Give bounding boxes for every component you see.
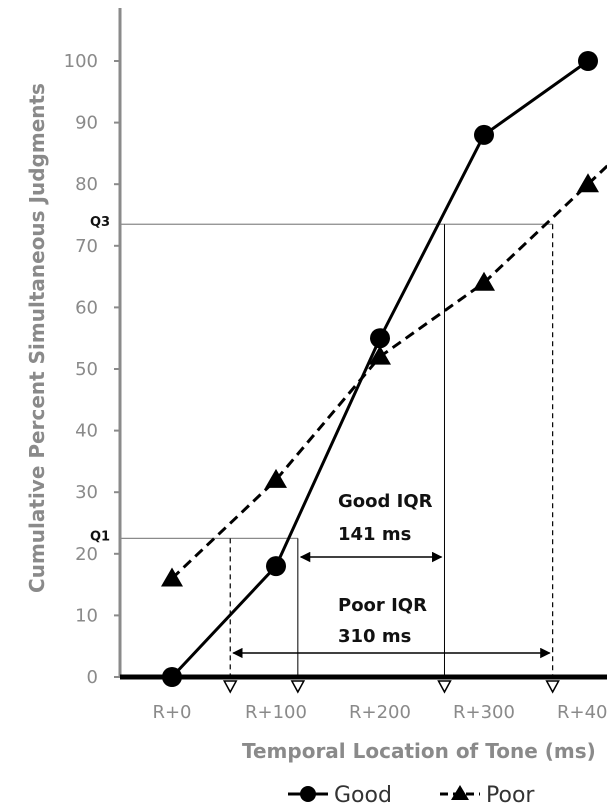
data-point-good — [162, 667, 182, 687]
data-point-poor — [577, 173, 599, 193]
y-tick-label: 100 — [64, 51, 98, 72]
x-tick-label: R+400 — [557, 702, 607, 723]
y-tick-label: 50 — [75, 359, 98, 380]
x-tick-label: R+300 — [453, 702, 515, 723]
y-tick-label: 60 — [75, 297, 98, 318]
y-tick-label: 30 — [75, 482, 98, 503]
legend-marker-poor — [451, 785, 469, 800]
data-point-good — [370, 328, 390, 349]
y-tick-label: 90 — [75, 113, 98, 134]
x-tick-label: R+100 — [245, 702, 307, 723]
poor-iqr-value: 310 ms — [338, 626, 411, 647]
y-tick-label: 10 — [75, 605, 98, 626]
y-tick-label: 40 — [75, 421, 98, 442]
poor-iqr-title: Poor IQR — [338, 595, 427, 616]
legend-label-good: Good — [334, 783, 392, 808]
q1-label: Q1 — [90, 529, 110, 544]
data-point-good — [266, 556, 286, 577]
series-line-good — [170, 59, 589, 679]
data-point-good — [474, 124, 494, 145]
good-iqr-value: 141 ms — [338, 524, 411, 545]
q3-label: Q3 — [90, 215, 110, 230]
series-line-poor — [170, 164, 607, 580]
y-tick-label: 70 — [75, 236, 98, 257]
legend-label-poor: Poor — [486, 783, 535, 808]
x-tick-label: R+200 — [349, 702, 411, 723]
data-point-poor — [265, 468, 287, 488]
data-point-poor — [369, 345, 391, 365]
good-iqr-title: Good IQR — [338, 491, 433, 512]
y-tick-label: 80 — [75, 174, 98, 195]
x-tick-label: R+0 — [152, 702, 191, 723]
data-point-poor — [161, 567, 183, 587]
data-point-good — [578, 51, 598, 71]
y-tick-label: 20 — [75, 544, 98, 565]
x-axis-triangle-marker — [290, 680, 306, 694]
y-tick-label: 0 — [87, 667, 98, 688]
legend-marker-good — [300, 786, 316, 802]
x-axis-triangle-marker — [545, 680, 560, 694]
y-axis-title: Cumulative Percent Simultaneous Judgment… — [25, 83, 49, 593]
x-axis-triangle-marker — [222, 680, 238, 694]
data-point-poor — [473, 271, 495, 291]
x-axis-title: Temporal Location of Tone (ms) — [242, 739, 596, 763]
x-axis-triangle-marker — [437, 680, 452, 694]
